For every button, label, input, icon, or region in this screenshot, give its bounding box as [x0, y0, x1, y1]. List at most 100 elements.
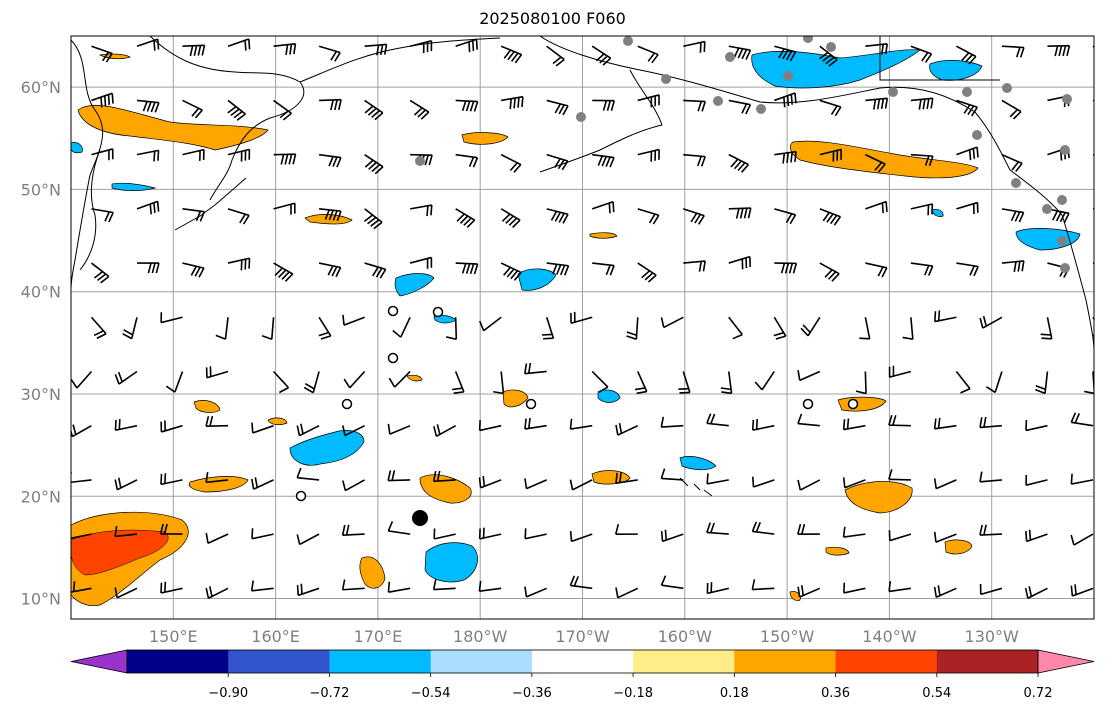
wind-barb — [296, 533, 320, 546]
wind-barb — [296, 467, 320, 481]
longitude-label: 150°W — [760, 627, 815, 646]
wind-barb — [774, 262, 798, 274]
wind-barb — [865, 97, 889, 110]
wind-barb — [182, 148, 205, 161]
wind-barb — [979, 315, 1003, 329]
station-marker — [888, 87, 898, 97]
positive-anomaly-region — [77, 105, 269, 151]
negative-anomaly-region — [597, 389, 621, 403]
wind-barb — [432, 579, 456, 591]
wind-barb — [1001, 208, 1025, 223]
wind-barb — [90, 262, 110, 284]
wind-barb — [842, 526, 866, 538]
wind-barb — [90, 316, 107, 340]
wind-barb — [591, 45, 612, 66]
station-marker — [1060, 145, 1070, 155]
wind-barb — [524, 362, 547, 375]
colorbar-tick-label: −0.54 — [411, 686, 451, 701]
wind-barb — [182, 44, 206, 57]
wind-barb — [720, 371, 733, 395]
wind-barb — [819, 208, 842, 226]
wind-barb — [205, 472, 229, 484]
wind-barb — [683, 40, 706, 53]
wind-barb — [524, 478, 548, 490]
wind-barb — [842, 418, 866, 431]
wind-barb — [1070, 584, 1094, 597]
wind-barb — [637, 148, 660, 162]
wind-barb — [136, 99, 160, 113]
positive-anomaly-region — [188, 476, 249, 493]
wind-barb — [592, 262, 615, 276]
station-marker — [1062, 94, 1072, 104]
wind-barb — [888, 414, 911, 427]
wind-barb — [478, 527, 502, 540]
wind-barb — [933, 417, 957, 430]
wind-barb — [728, 153, 750, 173]
wind-barb — [455, 262, 479, 275]
station-marker — [415, 156, 425, 166]
negative-anomaly-region — [289, 430, 365, 466]
wind-barb — [728, 207, 752, 219]
wind-barb — [364, 43, 388, 56]
wind-barb — [478, 316, 502, 332]
wind-barb — [122, 317, 138, 340]
wind-barb — [797, 479, 821, 491]
wind-barb — [387, 470, 411, 482]
wind-barb — [273, 42, 297, 56]
wind-barb — [387, 423, 411, 435]
positive-anomaly-region — [837, 396, 887, 412]
wind-barb — [364, 153, 384, 175]
station-marker — [412, 510, 428, 526]
wind-barb — [215, 317, 229, 340]
wind-barb — [797, 585, 821, 598]
wind-barb — [71, 528, 92, 539]
wind-barb — [706, 582, 729, 595]
wind-barb — [227, 148, 251, 162]
latitude-label: 20°N — [21, 487, 61, 506]
wind-barb — [524, 528, 547, 540]
wind-barb — [591, 370, 609, 393]
station-marker — [725, 52, 735, 62]
wind-barb — [660, 529, 684, 543]
wind-barb — [570, 311, 593, 325]
wind-barb — [1035, 371, 1049, 395]
station-marker — [295, 490, 307, 502]
wind-barb — [683, 208, 705, 225]
wind-barb — [774, 208, 797, 225]
wind-barb — [773, 316, 787, 340]
wind-barb — [956, 262, 979, 277]
wind-barb — [91, 208, 114, 223]
wind-barb — [800, 316, 821, 337]
wind-barb — [343, 370, 366, 389]
positive-anomaly-region — [790, 140, 979, 179]
wind-barb — [160, 420, 183, 433]
wind-barb — [182, 99, 203, 119]
positive-anomaly-region — [844, 481, 913, 514]
wind-barb — [205, 366, 229, 379]
wind-barb — [500, 153, 522, 173]
wind-barb — [865, 43, 889, 55]
wind-barb — [979, 416, 1002, 429]
wind-barb — [227, 38, 251, 51]
wind-barb — [859, 317, 871, 340]
wind-barb — [819, 45, 838, 67]
wind-barb — [865, 153, 886, 173]
negative-anomaly-region — [1015, 228, 1081, 251]
wind-barb — [979, 583, 1003, 596]
wind-barb — [569, 575, 593, 590]
wind-barb — [842, 477, 866, 489]
wind-barb — [136, 149, 160, 162]
latitude-label: 60°N — [21, 78, 61, 97]
wind-barb — [626, 317, 639, 340]
wind-barb — [819, 148, 843, 162]
station-marker — [387, 305, 399, 317]
wind-barb — [261, 317, 275, 340]
colorbar-outline — [126, 649, 1039, 674]
wind-barb — [227, 99, 246, 121]
colorbar-segment — [430, 650, 533, 673]
wind-barb — [433, 528, 456, 540]
map-title: 2025080100 F060 — [479, 9, 626, 28]
positive-anomaly-region — [71, 529, 169, 576]
wind-barb — [865, 262, 888, 278]
wind-barb — [1025, 529, 1048, 543]
